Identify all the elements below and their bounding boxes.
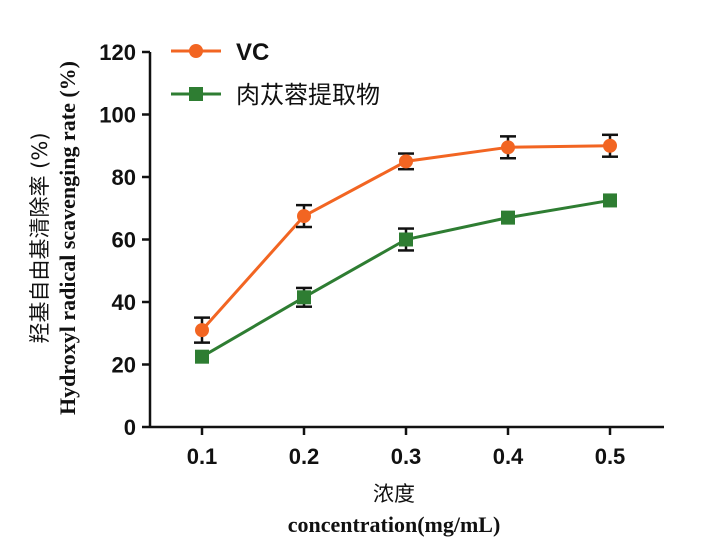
data-point — [603, 193, 617, 208]
series-1 — [194, 133, 618, 344]
data-point — [195, 349, 209, 364]
y-axis-title-cn: 羟基自由基清除率 (%) — [28, 132, 52, 343]
series-line — [201, 198, 611, 358]
data-point — [297, 290, 311, 305]
x-tick-label: 0.2 — [289, 444, 320, 469]
x-tick-label: 0.5 — [595, 444, 626, 469]
y-tick-label: 120 — [99, 40, 136, 65]
y-tick-label: 80 — [112, 165, 136, 190]
data-point — [603, 138, 617, 153]
y-tick-label: 100 — [99, 103, 136, 128]
data-point — [195, 323, 209, 338]
y-ticks: 0 20 40 60 80 100 120 — [99, 40, 150, 440]
data-point — [501, 210, 515, 225]
x-ticks: 0.1 0.2 0.3 0.4 0.5 — [187, 427, 626, 469]
legend: VC 肉苁蓉提取物 — [171, 39, 380, 109]
legend-label: VC — [236, 39, 269, 66]
data-point — [297, 209, 311, 224]
x-tick-label: 0.4 — [493, 444, 524, 469]
y-tick-label: 20 — [112, 353, 136, 378]
legend-label: 肉苁蓉提取物 — [236, 82, 380, 109]
x-axis-title: 浓度 concentration(mg/mL) — [288, 482, 501, 537]
data-point — [501, 140, 515, 155]
y-axis-title: 羟基自由基清除率 (%) Hydroxyl radical scavenging… — [28, 61, 80, 415]
x-tick-label: 0.1 — [187, 444, 218, 469]
x-axis-title-cn: 浓度 — [373, 482, 415, 506]
legend-item-2: 肉苁蓉提取物 — [171, 82, 380, 109]
y-axis-title-en: Hydroxyl radical scavenging rate (%) — [55, 61, 80, 415]
legend-marker — [189, 87, 203, 101]
x-tick-label: 0.3 — [391, 444, 422, 469]
series-layer — [194, 133, 618, 364]
legend-item-1: VC — [171, 39, 269, 66]
legend-marker — [189, 44, 203, 58]
y-tick-label: 40 — [112, 290, 136, 315]
x-axis-title-en: concentration(mg/mL) — [288, 512, 501, 537]
data-point — [399, 232, 413, 247]
data-point — [399, 154, 413, 169]
series-2 — [195, 193, 617, 364]
y-tick-label: 60 — [112, 228, 136, 253]
y-tick-label: 0 — [124, 415, 136, 440]
